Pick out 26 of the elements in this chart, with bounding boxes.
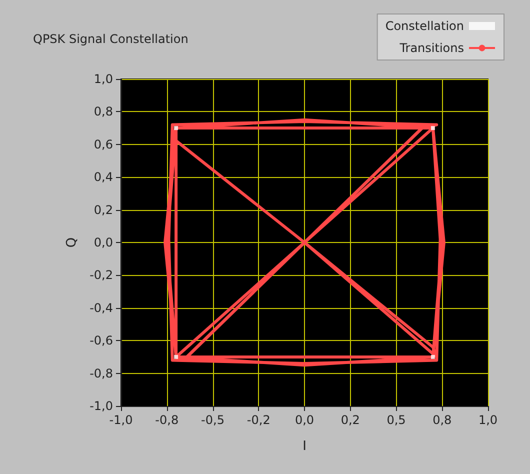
x-tick-label: 0,8 (432, 413, 452, 427)
x-axis-title: I (302, 439, 306, 454)
y-tick-label: -1,0 (90, 399, 113, 413)
y-tick-label: 1,0 (94, 72, 113, 86)
y-tick-label: -0,2 (90, 268, 113, 282)
x-tick-label: -0,2 (246, 413, 270, 427)
y-tick-label: -0,4 (90, 300, 113, 315)
y-tick-label: 0,6 (94, 137, 113, 152)
y-tick-label: 0,0 (94, 236, 113, 250)
x-tick-label: -0,5 (201, 413, 224, 427)
y-tick-label: -0,8 (90, 366, 113, 380)
x-tick-label: -1,0 (109, 413, 133, 427)
x-tick-label: 1,0 (478, 413, 498, 427)
y-tick-label: 0,8 (94, 104, 113, 119)
x-tick-label: 0,5 (386, 413, 406, 427)
x-tick-label: 0,0 (294, 413, 314, 427)
legend-label: Constellation (385, 19, 464, 33)
y-axis-title: Q (64, 237, 80, 248)
y-tick-label: -0,6 (90, 334, 113, 348)
x-tick-label: 0,2 (340, 413, 360, 427)
chart-title: QPSK Signal Constellation (33, 32, 188, 46)
x-tick-label: -0,8 (155, 413, 179, 427)
line-series (164, 118, 446, 367)
y-tick-label: 0,2 (94, 202, 113, 217)
legend-label: Transitions (398, 41, 464, 55)
y-tick-label: 0,4 (94, 170, 113, 184)
